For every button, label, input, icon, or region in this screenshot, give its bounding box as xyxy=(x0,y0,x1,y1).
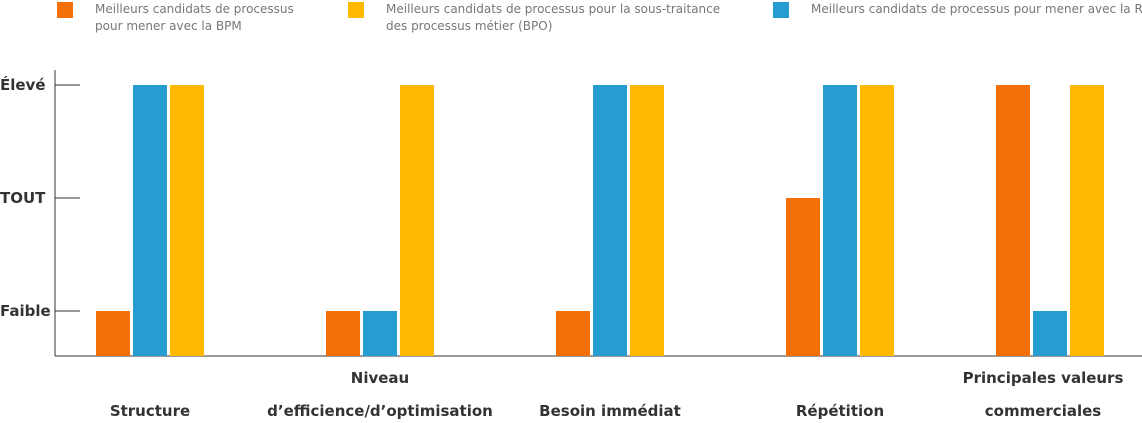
chart-axes: Faible TOUT Élevé xyxy=(0,70,1142,357)
bar xyxy=(133,85,167,356)
x-tick-label: Besoin immédiat xyxy=(539,402,681,420)
bar xyxy=(786,198,820,356)
legend-label: Meilleurs candidats de processus pour me… xyxy=(811,2,1142,16)
legend-swatch xyxy=(57,2,73,18)
bar xyxy=(363,311,397,356)
bar xyxy=(1033,311,1067,356)
legend-label: Meilleurs candidats de processus pour la… xyxy=(386,2,720,16)
legend-swatch xyxy=(773,2,789,18)
x-tick-label: Niveau xyxy=(351,369,409,387)
bar xyxy=(400,85,434,356)
bar xyxy=(96,311,130,356)
legend-swatch xyxy=(348,2,364,18)
x-tick-label: commerciales xyxy=(985,402,1101,420)
bar xyxy=(593,85,627,356)
x-tick-label: d’efficience/d’optimisation xyxy=(267,402,493,420)
chart-bars xyxy=(96,85,1104,356)
y-tick-label: Élevé xyxy=(0,75,46,94)
bar xyxy=(630,85,664,356)
x-tick-label: Principales valeurs xyxy=(963,369,1124,387)
chart-legend: Meilleurs candidats de processus pour men… xyxy=(57,2,1142,33)
x-tick-label: Structure xyxy=(110,402,190,420)
legend-label: pour mener avec la BPM xyxy=(95,19,242,33)
bar xyxy=(823,85,857,356)
bar xyxy=(996,85,1030,356)
bar xyxy=(556,311,590,356)
bar xyxy=(860,85,894,356)
legend-label: des processus métier (BPO) xyxy=(386,19,552,33)
y-tick-label: Faible xyxy=(0,302,51,320)
legend-label: Meilleurs candidats de processus xyxy=(95,2,294,16)
bar xyxy=(170,85,204,356)
bar xyxy=(1070,85,1104,356)
x-tick-label: Répétition xyxy=(796,402,884,420)
bar xyxy=(326,311,360,356)
y-tick-label: TOUT xyxy=(0,189,46,207)
x-axis-labels: Structure Niveau d’efficience/d’optimisati… xyxy=(110,369,1124,420)
